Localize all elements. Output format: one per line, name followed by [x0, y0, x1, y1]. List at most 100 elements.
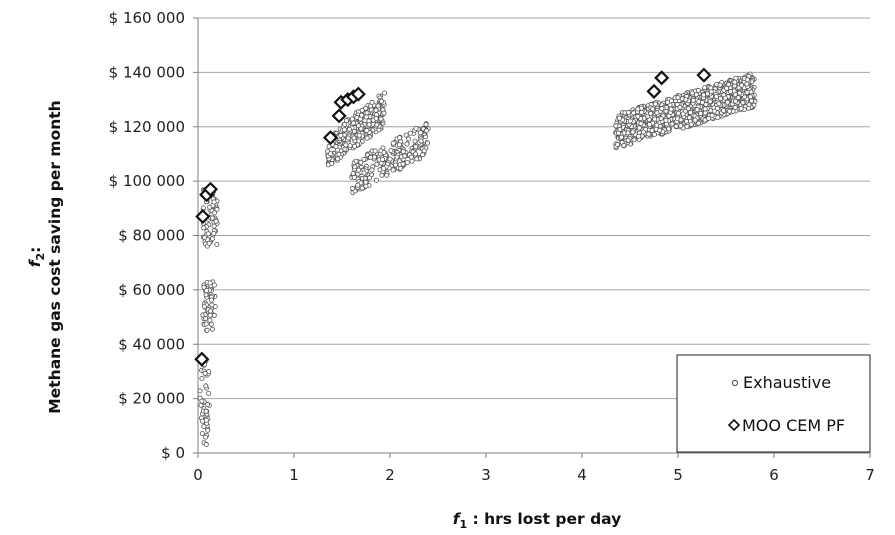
exhaustive-point-1508 [709, 113, 715, 119]
exhaustive-point-1560 [648, 110, 654, 116]
y-tick-label-6: $ 120 000 [109, 118, 185, 136]
exhaustive-point-1518 [625, 109, 631, 115]
exhaustive-point-346 [375, 103, 381, 109]
exhaustive-point-412 [381, 110, 387, 116]
exhaustive-point-1104 [718, 96, 724, 102]
exhaustive-point-348 [364, 110, 370, 116]
exhaustive-point-429 [358, 126, 364, 132]
exhaustive-point-1539 [715, 105, 721, 111]
exhaustive-point-296 [382, 90, 388, 96]
exhaustive-point-646 [407, 130, 413, 136]
exhaustive-point-1425 [715, 115, 721, 121]
exhaustive-point-569 [418, 138, 424, 144]
exhaustive-point-434 [363, 105, 369, 111]
exhaustive-point-1415 [652, 131, 658, 137]
exhaustive-point-616 [408, 154, 414, 160]
exhaustive-point-396 [364, 127, 370, 133]
exhaustive-point-671 [425, 140, 431, 146]
exhaustive-point-162 [214, 206, 220, 212]
exhaustive-point-1505 [627, 118, 633, 124]
exhaustive-point-651 [404, 160, 410, 166]
exhaustive-point-401 [329, 161, 335, 167]
exhaustive-point-1500 [678, 117, 684, 123]
exhaustive-point-424 [373, 107, 379, 113]
exhaustive-point-1530 [677, 104, 683, 110]
exhaustive-point-66 [208, 321, 214, 327]
exhaustive-point-1444 [726, 81, 732, 87]
exhaustive-point-672 [358, 159, 364, 165]
exhaustive-point-1570 [737, 90, 743, 96]
exhaustive-point-1418 [746, 105, 752, 111]
exhaustive-point-409 [352, 143, 358, 149]
exhaustive-point-1547 [749, 98, 755, 104]
exhaustive-point-1554 [692, 117, 698, 123]
exhaustive-point-408 [333, 144, 339, 150]
exhaustive-point-538 [423, 121, 429, 127]
exhaustive-point-645 [359, 185, 365, 191]
exhaustive-point-174 [205, 231, 211, 237]
x-tick-label-4: 4 [577, 466, 587, 484]
y-axis-title-text: Methane gas cost saving per month [46, 100, 64, 413]
exhaustive-point-607 [396, 142, 402, 148]
exhaustive-point-35 [202, 370, 208, 376]
exhaustive-point-30 [199, 431, 205, 437]
exhaustive-point-417 [374, 122, 380, 128]
exhaustive-point-95 [203, 321, 209, 327]
moo-cem-pf-series [194, 67, 712, 367]
exhaustive-point-425 [338, 132, 344, 138]
pf-point-0 [194, 351, 210, 367]
exhaustive-point-1466 [635, 113, 641, 119]
pf-point-3 [202, 181, 219, 197]
exhaustive-point-402 [342, 121, 348, 127]
exhaustive-point-1429 [658, 116, 664, 122]
exhaustive-point-643 [367, 154, 373, 160]
axes [193, 17, 871, 458]
exhaustive-point-423 [369, 99, 375, 105]
legend-label-exhaustive: Exhaustive [743, 373, 831, 392]
exhaustive-point-1527 [619, 134, 625, 140]
exhaustive-point-574 [390, 167, 396, 173]
exhaustive-point-99 [208, 297, 214, 303]
y-tick-label-0: $ 0 [161, 444, 185, 462]
exhaustive-point-428 [359, 112, 365, 118]
exhaustive-point-43 [197, 388, 203, 394]
exhaustive-point-1496 [684, 124, 690, 130]
exhaustive-point-1569 [638, 121, 644, 127]
y-tick-label-5: $ 100 000 [109, 172, 185, 190]
exhaustive-point-502 [374, 161, 380, 167]
exhaustive-point-1553 [625, 137, 631, 143]
exhaustive-point-130 [211, 230, 217, 236]
exhaustive-point-1488 [716, 101, 722, 107]
exhaustive-series [197, 71, 758, 447]
exhaustive-point-1478 [696, 120, 702, 126]
exhaustive-point-1566 [693, 92, 699, 98]
exhaustive-point-1507 [668, 106, 674, 112]
exhaustive-point-88 [203, 315, 209, 321]
exhaustive-point-609 [384, 172, 390, 178]
exhaustive-point-1412 [615, 141, 621, 147]
exhaustive-point-364 [343, 142, 349, 148]
exhaustive-point-356 [347, 143, 353, 149]
exhaustive-point-1541 [650, 106, 656, 112]
exhaustive-point-103 [211, 282, 217, 288]
exhaustive-point-108 [214, 241, 220, 247]
x-tick-label-1: 1 [289, 466, 299, 484]
exhaustive-point-1419 [694, 107, 700, 113]
exhaustive-point-1450 [663, 117, 669, 123]
exhaustive-point-1410 [724, 85, 730, 91]
exhaustive-point-337 [366, 122, 372, 128]
exhaustive-point-1521 [613, 123, 619, 129]
exhaustive-point-648 [413, 144, 419, 150]
exhaustive-point-623 [417, 130, 423, 136]
exhaustive-point-420 [378, 98, 384, 104]
legend: Exhaustive MOO CEM PF [676, 354, 871, 453]
exhaustive-point-655 [423, 128, 429, 134]
x-tick-label-2: 2 [385, 466, 395, 484]
exhaustive-point-15 [205, 427, 211, 433]
exhaustive-point-605 [388, 148, 394, 154]
exhaustive-point-659 [361, 170, 367, 176]
exhaustive-point-1535 [721, 108, 727, 114]
exhaustive-point-1373 [649, 128, 655, 134]
pf-point-1 [195, 208, 211, 225]
exhaustive-point-415 [346, 126, 352, 132]
